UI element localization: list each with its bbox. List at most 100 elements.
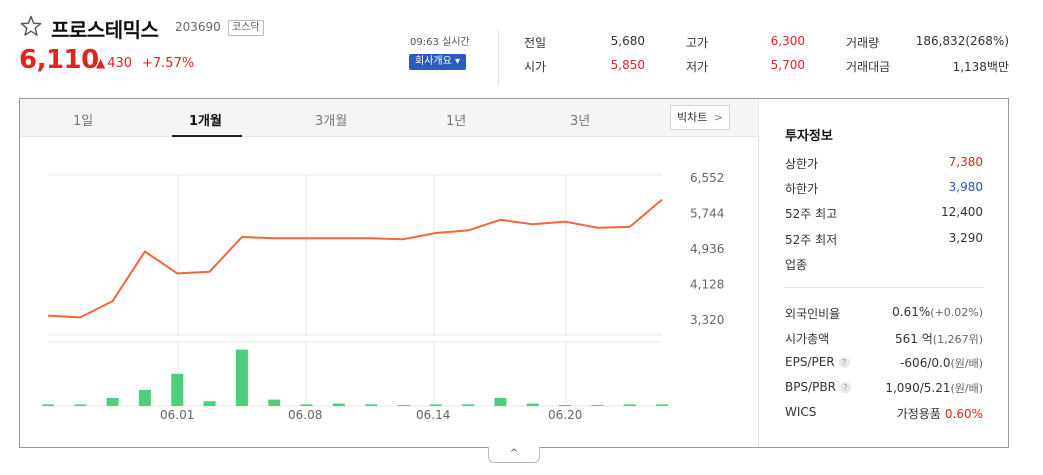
invest-value-main: 가정용품 bbox=[896, 407, 941, 421]
market-badge: 코스닥 bbox=[228, 20, 264, 36]
volume-bar bbox=[300, 404, 313, 406]
volume-bar bbox=[332, 403, 345, 406]
invest-value: 12,400 bbox=[941, 205, 983, 219]
quote-label-prev-close: 전일 bbox=[524, 36, 547, 50]
quote-label-trade-value: 거래대금 bbox=[846, 60, 891, 74]
change-rate: +7.57% bbox=[142, 56, 195, 71]
quote-label-volume: 거래량 bbox=[846, 36, 880, 50]
volume-bar bbox=[623, 404, 636, 406]
volume-bar bbox=[462, 404, 475, 406]
quote-label-low: 저가 bbox=[686, 60, 709, 74]
x-tick-label: 06.20 bbox=[548, 408, 582, 422]
invest-value: 가정용품 0.60% bbox=[860, 405, 983, 422]
quote-value-prev-close: 5,680 bbox=[610, 34, 645, 48]
invest-label-text: BPS/PBR bbox=[785, 380, 836, 394]
tab-3-month[interactable]: 3개월 bbox=[315, 114, 348, 129]
y-tick-label: 6,552 bbox=[690, 171, 724, 185]
volume-bar bbox=[526, 403, 539, 406]
volume-bar bbox=[656, 404, 668, 406]
volume-bar bbox=[138, 389, 151, 406]
invest-label: 외국인비율 bbox=[785, 305, 840, 322]
help-icon[interactable]: ? bbox=[839, 382, 851, 393]
invest-value: -606/0.0(원/배) bbox=[860, 355, 983, 371]
volume-bar bbox=[106, 397, 119, 406]
invest-value-main: 561 억 bbox=[895, 332, 933, 346]
volume-bar bbox=[42, 404, 54, 406]
current-price: 6,110 bbox=[19, 45, 99, 75]
active-tab-indicator bbox=[172, 135, 242, 137]
big-chart-button[interactable]: 빅차트 > bbox=[670, 105, 730, 130]
period-tab-bar bbox=[20, 99, 758, 137]
quote-label-high: 고가 bbox=[686, 36, 709, 50]
invest-value: 0.61%(+0.02%) bbox=[860, 305, 983, 319]
invest-label: 52주 최고 bbox=[785, 207, 838, 221]
company-overview-label: 회사개요 bbox=[415, 56, 452, 67]
invest-value-sub: 0.60% bbox=[944, 407, 983, 421]
chevron-up-icon: ^ bbox=[509, 448, 519, 459]
volume-bar bbox=[397, 405, 410, 406]
invest-value-main: 1,090/5.21 bbox=[885, 381, 951, 395]
chevron-right-icon: > bbox=[713, 111, 723, 124]
tab-1-month[interactable]: 1개월 bbox=[189, 114, 222, 129]
volume-bar bbox=[74, 404, 87, 406]
volume-bar bbox=[559, 405, 572, 406]
tab-1-year[interactable]: 1년 bbox=[446, 114, 467, 129]
help-icon[interactable]: ? bbox=[838, 357, 850, 368]
volume-bar bbox=[429, 404, 442, 406]
invest-value-sub: (원/배) bbox=[950, 382, 983, 395]
realtime-label: 09:63 실시간 bbox=[410, 37, 470, 48]
y-tick-label: 4,128 bbox=[690, 278, 724, 292]
up-triangle-icon: ▲ bbox=[96, 56, 106, 70]
invest-label: 시가총액 bbox=[785, 330, 829, 347]
volume-bar bbox=[591, 405, 604, 406]
tab-3-year[interactable]: 3년 bbox=[570, 114, 591, 129]
volume-bar bbox=[268, 399, 281, 406]
change-value: 430 bbox=[107, 56, 133, 71]
invest-value-sub: (+0.02%) bbox=[930, 306, 983, 319]
x-tick-label: 06.08 bbox=[288, 408, 322, 422]
y-tick-label: 3,320 bbox=[690, 313, 724, 327]
invest-value-main: -606/0.0 bbox=[900, 356, 951, 370]
invest-value: 561 억(1,267위) bbox=[860, 330, 983, 347]
volume-bar bbox=[203, 401, 216, 406]
y-tick-label: 5,744 bbox=[690, 207, 724, 221]
invest-info-divider bbox=[785, 287, 983, 288]
invest-label: 52주 최저 bbox=[785, 233, 838, 247]
volume-bar bbox=[365, 404, 378, 406]
volume-bar bbox=[494, 397, 507, 406]
invest-info-title: 투자정보 bbox=[785, 129, 833, 144]
price-line bbox=[47, 198, 663, 319]
invest-value: 7,380 bbox=[948, 155, 983, 169]
quote-value-low: 5,700 bbox=[770, 58, 805, 72]
invest-value-sub: (1,267위) bbox=[932, 333, 983, 346]
invest-value: 3,980 bbox=[948, 180, 983, 194]
dropdown-arrow-icon: ▾ bbox=[455, 56, 461, 67]
price-change: ▲ 430 bbox=[96, 56, 132, 71]
invest-label: 업종 bbox=[785, 258, 808, 272]
volume-bar bbox=[235, 349, 248, 406]
volume-bar bbox=[171, 373, 184, 406]
invest-value: 3,290 bbox=[948, 231, 983, 245]
big-chart-label: 빅차트 bbox=[677, 111, 708, 124]
invest-label-text: 시가총액 bbox=[785, 332, 830, 346]
favorite-star-icon[interactable] bbox=[19, 14, 43, 38]
invest-label-text: WICS bbox=[785, 405, 817, 419]
invest-label-text: 외국인비율 bbox=[785, 307, 841, 321]
invest-label: 하한가 bbox=[785, 182, 819, 196]
invest-value-sub: (원/배) bbox=[950, 357, 983, 370]
invest-label: 상한가 bbox=[785, 157, 819, 171]
quote-value-volume: 186,832(268%) bbox=[915, 34, 1009, 48]
collapse-toggle-button[interactable]: ^ bbox=[488, 447, 540, 463]
quote-value-high: 6,300 bbox=[770, 34, 805, 48]
stock-name: 프로스테믹스 bbox=[51, 18, 159, 42]
x-tick-label: 06.01 bbox=[160, 408, 194, 422]
invest-label-text: EPS/PER bbox=[785, 355, 835, 369]
tab-1-day[interactable]: 1일 bbox=[73, 114, 94, 129]
company-overview-button[interactable]: 회사개요 ▾ bbox=[409, 54, 467, 70]
invest-label: WICS bbox=[785, 405, 816, 419]
quote-value-open: 5,850 bbox=[610, 58, 645, 72]
x-tick-label: 06.14 bbox=[416, 408, 450, 422]
quote-value-trade-value: 1,138백만 bbox=[952, 60, 1009, 74]
invest-value: 1,090/5.21(원/배) bbox=[860, 380, 983, 396]
